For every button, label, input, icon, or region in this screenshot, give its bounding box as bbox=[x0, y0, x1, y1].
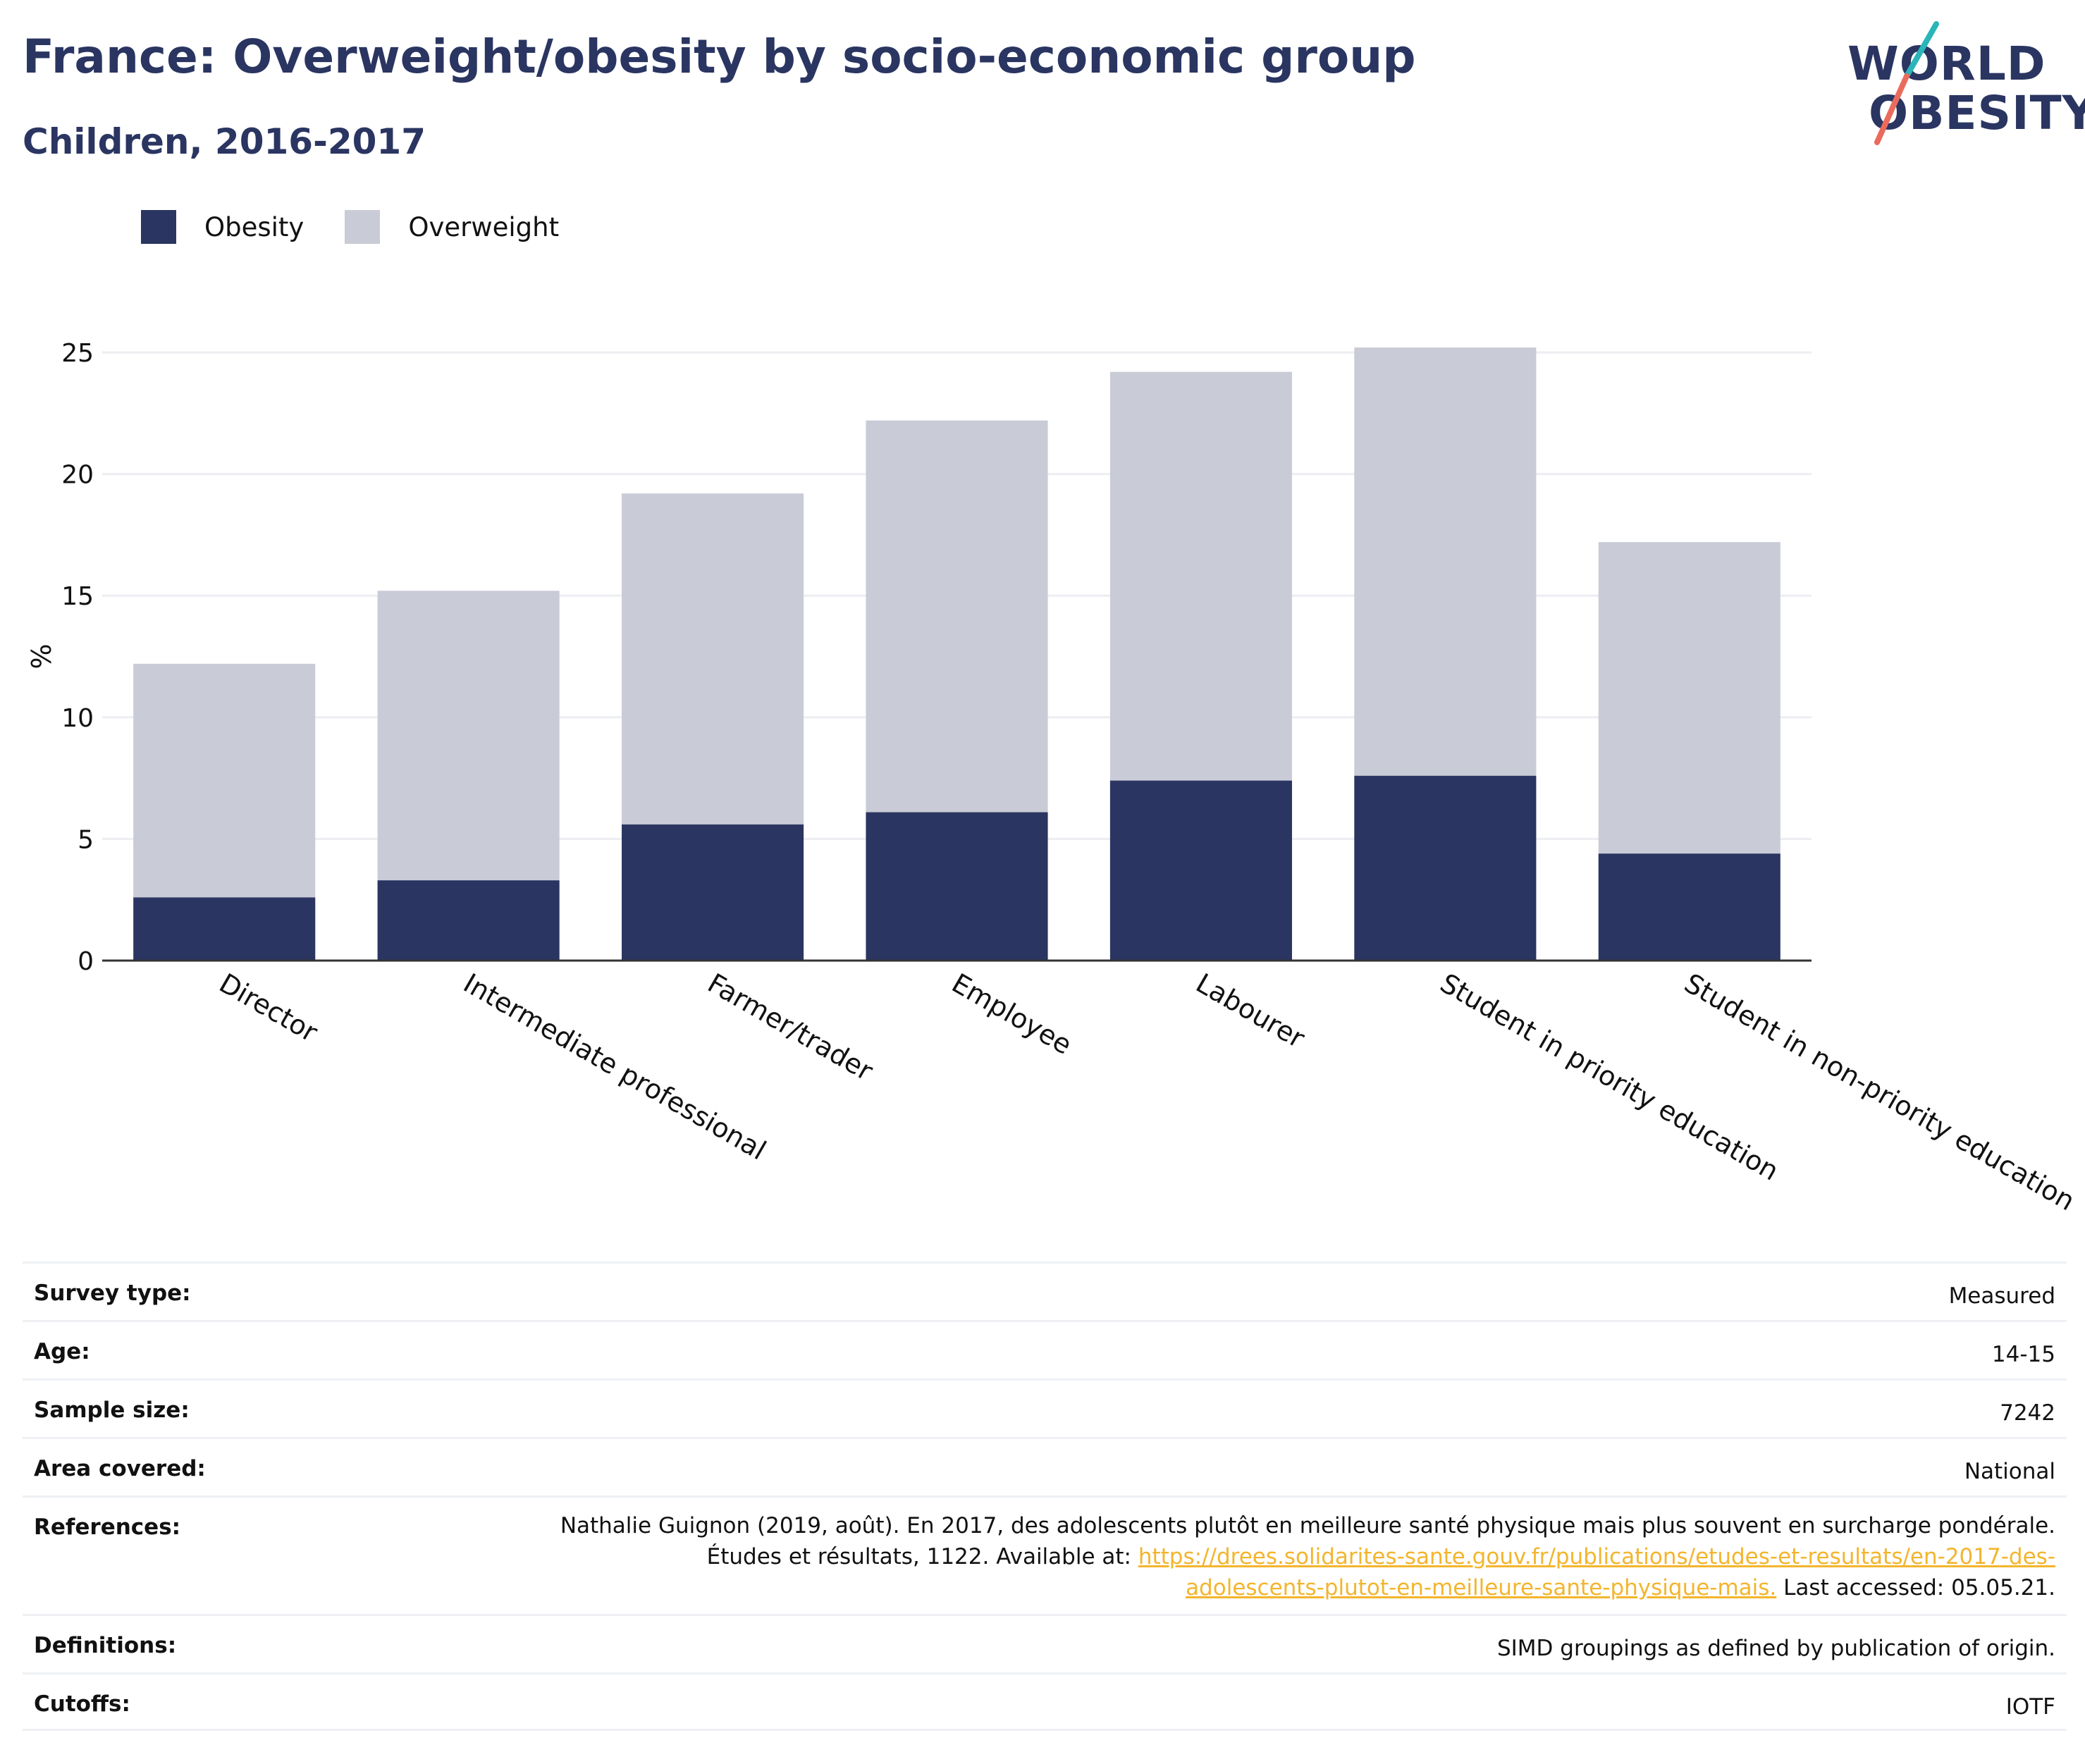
meta-row-definitions: Definitions: SIMD groupings as defined b… bbox=[23, 1614, 2067, 1672]
bar-obesity bbox=[133, 897, 316, 961]
y-axis-label: % bbox=[26, 643, 57, 669]
meta-key-area: Area covered: bbox=[34, 1456, 206, 1481]
chart-title: France: Overweight/obesity by socio-econ… bbox=[23, 30, 1416, 84]
reference-link-part-2[interactable]: adolescents-plutot-en-meilleure-sante-ph… bbox=[1186, 1575, 1777, 1600]
metadata-table: Survey type: Measured Age: 14-15 Sample … bbox=[23, 1262, 2067, 1731]
reference-line-2: Études et résultats, 1122. Available at:… bbox=[560, 1541, 2055, 1572]
bar-overweight bbox=[377, 591, 560, 881]
logo-word-1: WORLD bbox=[1847, 37, 2046, 91]
meta-value-sample-size: 7242 bbox=[2000, 1400, 2055, 1426]
y-tick-label: 0 bbox=[78, 947, 94, 976]
logo-slash-icon bbox=[1874, 21, 1939, 145]
meta-value-age: 14-15 bbox=[1991, 1342, 2055, 1367]
chart-legend: Obesity Overweight bbox=[141, 210, 600, 244]
meta-row-area: Area covered: National bbox=[23, 1437, 2067, 1495]
bar-overweight bbox=[866, 420, 1048, 813]
bar-obesity bbox=[1598, 853, 1780, 961]
meta-value-references: Nathalie Guignon (2019, août). En 2017, … bbox=[560, 1510, 2055, 1603]
legend-swatch-overweight bbox=[345, 210, 381, 244]
meta-row-age: Age: 14-15 bbox=[23, 1320, 2067, 1378]
reference-text-2: Études et résultats, 1122. Available at: bbox=[706, 1544, 1138, 1569]
meta-value-area: National bbox=[1964, 1459, 2055, 1484]
bar-obesity bbox=[377, 880, 560, 961]
bar-obesity bbox=[622, 824, 804, 961]
meta-key-definitions: Definitions: bbox=[34, 1633, 177, 1658]
legend-item-obesity[interactable]: Obesity bbox=[141, 210, 304, 244]
x-tick-label: Employee bbox=[947, 968, 1077, 1061]
y-tick-label: 25 bbox=[61, 339, 94, 368]
bar-obesity bbox=[1109, 780, 1292, 961]
legend-swatch-obesity bbox=[141, 210, 176, 244]
reference-link-part-1[interactable]: https://drees.solidarites-sante.gouv.fr/… bbox=[1138, 1544, 2055, 1569]
x-tick-label: Labourer bbox=[1191, 968, 1310, 1054]
world-obesity-logo: WORLD OBESITY bbox=[1843, 21, 2085, 148]
bar-overweight bbox=[1598, 542, 1780, 854]
bar-obesity bbox=[866, 812, 1048, 961]
meta-key-sample-size: Sample size: bbox=[34, 1398, 190, 1423]
legend-label-overweight: Overweight bbox=[408, 211, 560, 242]
bar-overweight bbox=[133, 663, 316, 898]
y-tick-label: 10 bbox=[61, 704, 94, 733]
reference-text-3: Last accessed: 05.05.21. bbox=[1776, 1575, 2055, 1600]
x-tick-label: Farmer/trader bbox=[703, 968, 879, 1087]
bar-obesity bbox=[1354, 775, 1537, 961]
reference-line-1: Nathalie Guignon (2019, août). En 2017, … bbox=[560, 1513, 2055, 1538]
logo-word-2: OBESITY bbox=[1869, 86, 2085, 140]
legend-item-overweight[interactable]: Overweight bbox=[345, 210, 559, 244]
bar-overweight bbox=[1354, 347, 1537, 776]
meta-value-definitions: SIMD groupings as defined by publication… bbox=[1496, 1636, 2055, 1661]
meta-row-sample-size: Sample size: 7242 bbox=[23, 1378, 2067, 1437]
meta-key-references: References: bbox=[34, 1515, 181, 1540]
meta-value-survey-type: Measured bbox=[1948, 1283, 2055, 1309]
y-tick-label: 15 bbox=[61, 582, 94, 611]
y-tick-label: 5 bbox=[78, 825, 94, 854]
reference-line-3: adolescents-plutot-en-meilleure-sante-ph… bbox=[560, 1572, 2055, 1603]
bar-overweight bbox=[1109, 371, 1292, 781]
x-tick-label: Director bbox=[214, 968, 324, 1049]
meta-row-references: References: Nathalie Guignon (2019, août… bbox=[23, 1495, 2067, 1614]
meta-row-survey-type: Survey type: Measured bbox=[23, 1262, 2067, 1320]
meta-key-cutoffs: Cutoffs: bbox=[34, 1691, 130, 1717]
legend-label-obesity: Obesity bbox=[204, 211, 305, 242]
meta-key-survey-type: Survey type: bbox=[34, 1281, 191, 1306]
meta-row-cutoffs: Cutoffs: IOTF bbox=[23, 1672, 2067, 1731]
x-tick-label: Student in non-priority education bbox=[1679, 968, 2080, 1217]
meta-value-cutoffs: IOTF bbox=[2005, 1694, 2055, 1720]
meta-key-age: Age: bbox=[34, 1339, 90, 1364]
bar-overweight bbox=[622, 493, 804, 825]
chart-subtitle: Children, 2016-2017 bbox=[23, 121, 426, 162]
y-tick-label: 20 bbox=[61, 461, 94, 490]
